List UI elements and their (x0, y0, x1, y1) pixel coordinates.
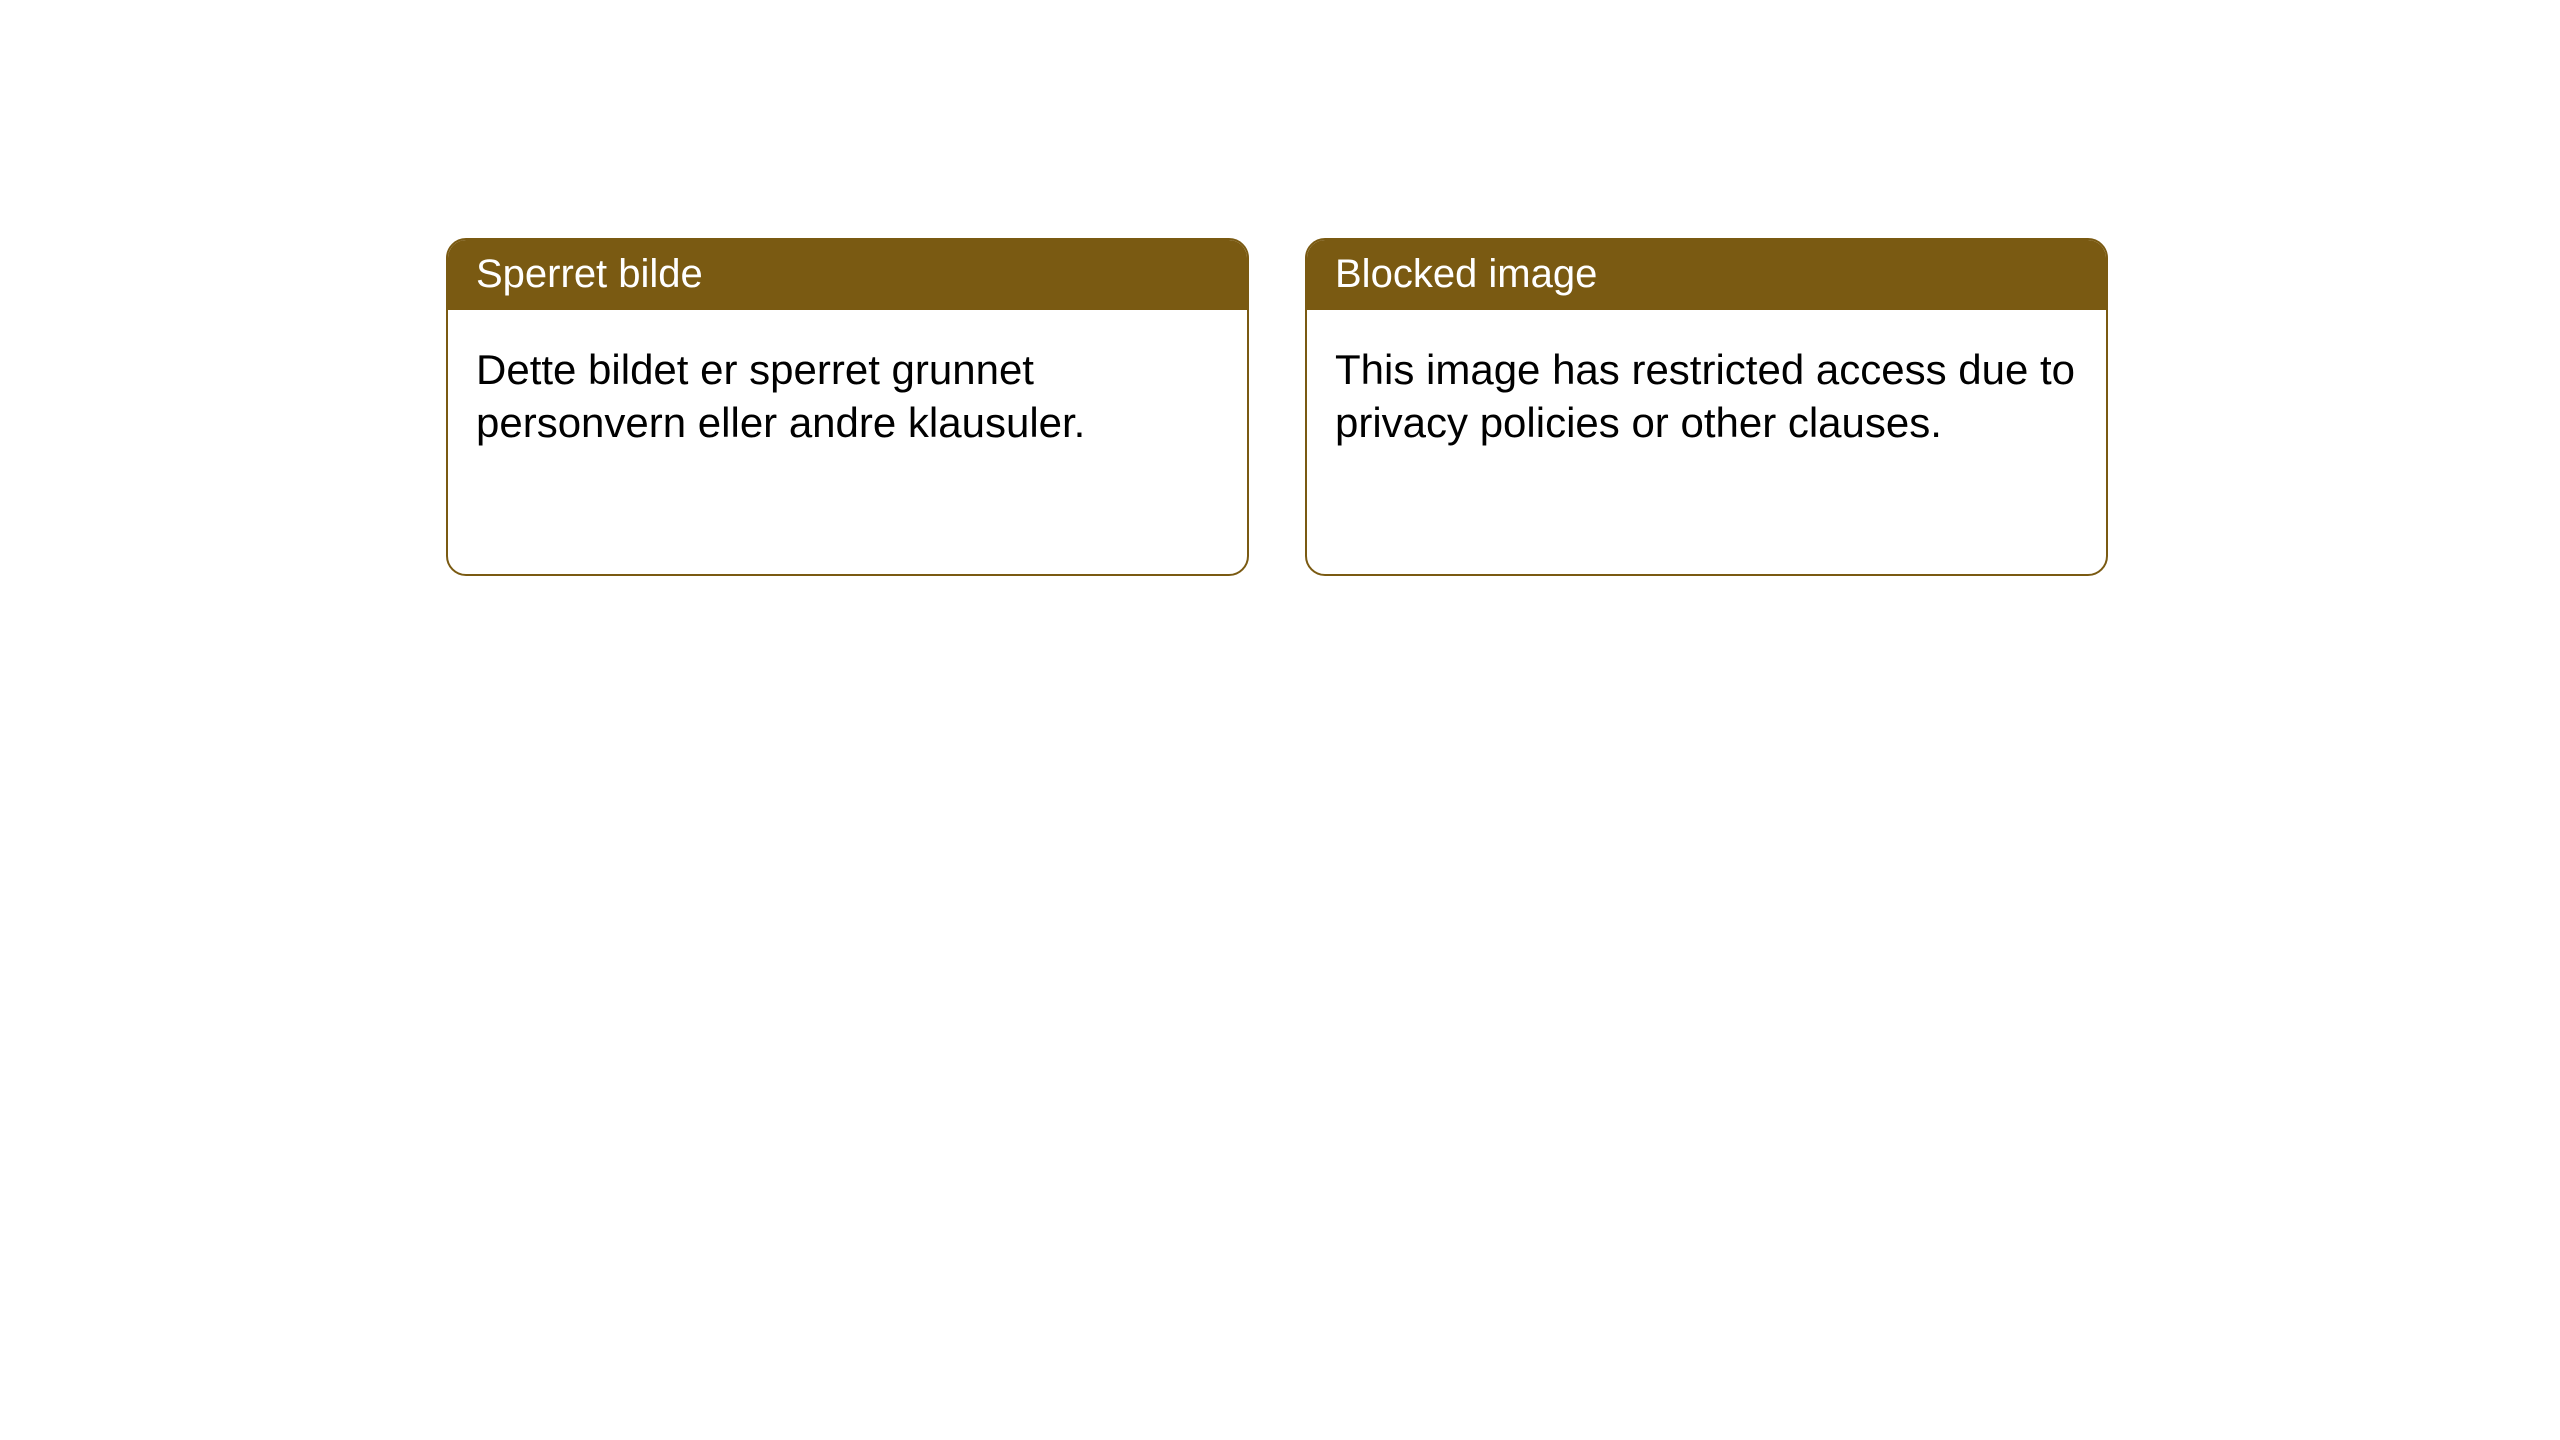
notice-header: Blocked image (1307, 240, 2106, 310)
notice-card-norwegian: Sperret bilde Dette bildet er sperret gr… (446, 238, 1249, 576)
notice-body: Dette bildet er sperret grunnet personve… (448, 310, 1247, 483)
notice-body-text: This image has restricted access due to … (1335, 346, 2075, 446)
notice-container: Sperret bilde Dette bildet er sperret gr… (446, 238, 2108, 576)
notice-header: Sperret bilde (448, 240, 1247, 310)
notice-body: This image has restricted access due to … (1307, 310, 2106, 483)
notice-title: Blocked image (1335, 252, 1597, 296)
notice-card-english: Blocked image This image has restricted … (1305, 238, 2108, 576)
notice-title: Sperret bilde (476, 252, 703, 296)
notice-body-text: Dette bildet er sperret grunnet personve… (476, 346, 1085, 446)
